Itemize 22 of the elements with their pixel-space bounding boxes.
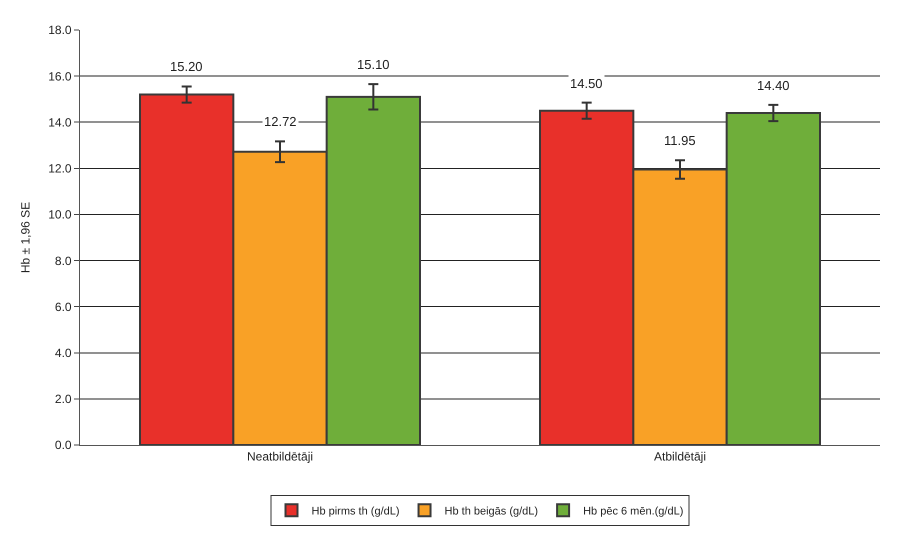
data-label: 14.50: [570, 76, 603, 91]
y-tick-label: 14.0: [48, 115, 72, 130]
y-axis-title: Hb ± 1,96 SE: [18, 202, 33, 274]
legend-label: Hb pirms th (g/dL): [312, 506, 400, 518]
y-tick-label: 2.0: [54, 392, 72, 406]
data-label: 14.40: [757, 78, 790, 93]
y-tick-label: 10.0: [48, 208, 72, 222]
y-tick-label: 4.0: [54, 346, 72, 360]
y-tick-label: 18.0: [48, 23, 72, 38]
x-tick-label: Atbildētāji: [654, 449, 706, 464]
y-tick-label: 12.0: [48, 162, 72, 176]
data-label: 12.72: [264, 114, 297, 129]
data-label: 15.20: [170, 59, 203, 74]
data-label: 11.95: [664, 133, 696, 148]
y-tick-label: 6.0: [54, 300, 72, 314]
legend-label: Hb th beigās (g/dL): [444, 506, 538, 518]
legend-label: Hb pēc 6 mēn.(g/dL): [583, 506, 684, 518]
y-tick-label: 0.0: [54, 438, 72, 452]
y-tick-label: 16.0: [48, 69, 72, 84]
y-tick-label: 8.0: [54, 254, 72, 268]
data-label: 15.10: [357, 57, 390, 72]
x-tick-label: Neatbildētāji: [246, 449, 314, 464]
